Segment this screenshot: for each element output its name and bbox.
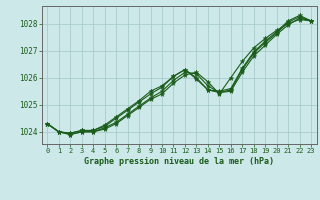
X-axis label: Graphe pression niveau de la mer (hPa): Graphe pression niveau de la mer (hPa) xyxy=(84,157,274,166)
